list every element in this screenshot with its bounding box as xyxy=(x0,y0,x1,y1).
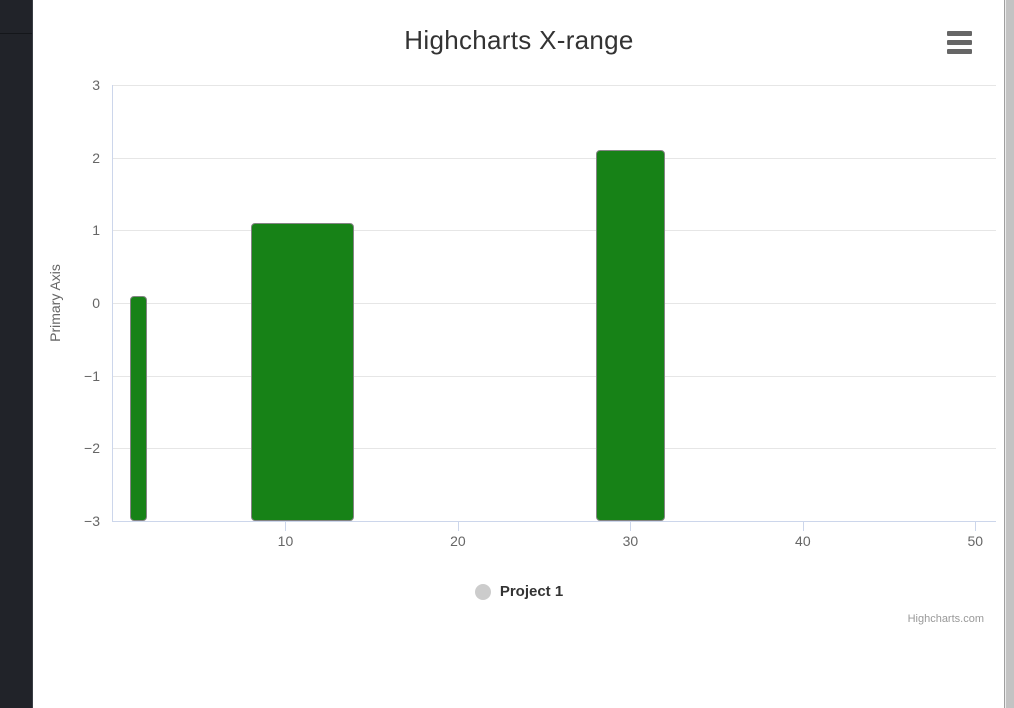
x-axis-label: 50 xyxy=(967,533,984,549)
plot-area: 3 2 1 0 −1 −2 −3 10 20 30 40 50 xyxy=(84,77,996,549)
x-axis-tick xyxy=(975,521,977,531)
x-axis-tick xyxy=(802,521,804,531)
y-axis-title: Primary Axis xyxy=(47,264,63,342)
x-axis-label: 40 xyxy=(795,533,811,549)
credits-link[interactable]: Highcharts.com xyxy=(907,613,984,625)
chart-region: Highcharts X-range Primary Axis 3 2 1 0 −1 −2… xyxy=(33,0,1005,708)
hamburger-icon xyxy=(947,31,972,36)
y-gridline xyxy=(113,85,996,86)
chart-title: Highcharts X-range xyxy=(404,25,634,55)
legend-label: Project 1 xyxy=(499,583,564,600)
y-axis-label: 3 xyxy=(92,77,100,93)
hamburger-icon xyxy=(947,40,972,45)
x-axis-tick xyxy=(457,521,459,531)
y-axis-label: −1 xyxy=(84,367,100,384)
y-gridline xyxy=(113,157,996,159)
x-axis-label: 30 xyxy=(622,533,639,549)
scrollbar-thumb[interactable] xyxy=(1006,0,1014,708)
x-axis-tick xyxy=(285,521,287,531)
x-axis-label: 20 xyxy=(450,533,466,549)
y-axis-label: 2 xyxy=(92,149,100,166)
y-axis-label: −3 xyxy=(84,513,100,529)
xrange-bar[interactable] xyxy=(595,150,665,521)
legend-item-project-1[interactable]: Project 1 xyxy=(33,583,1005,600)
x-axis-tick xyxy=(630,521,632,531)
y-gridline xyxy=(113,230,996,232)
app-edge-panel xyxy=(0,0,33,708)
app-edge-panel-divider xyxy=(0,33,32,34)
chart-context-menu-button[interactable] xyxy=(947,31,975,57)
hamburger-icon xyxy=(947,49,972,54)
y-axis-label: 0 xyxy=(92,295,100,311)
y-gridline xyxy=(113,448,996,450)
y-axis-label: −2 xyxy=(84,440,100,457)
y-gridline xyxy=(113,375,996,377)
y-axis-label: 1 xyxy=(92,222,100,239)
legend-marker-icon xyxy=(474,583,491,600)
x-axis-label: 10 xyxy=(277,533,294,549)
xrange-bar[interactable] xyxy=(130,295,148,521)
y-gridline xyxy=(113,303,996,304)
xrange-bar[interactable] xyxy=(250,223,355,521)
vertical-scrollbar[interactable] xyxy=(1004,0,1014,708)
